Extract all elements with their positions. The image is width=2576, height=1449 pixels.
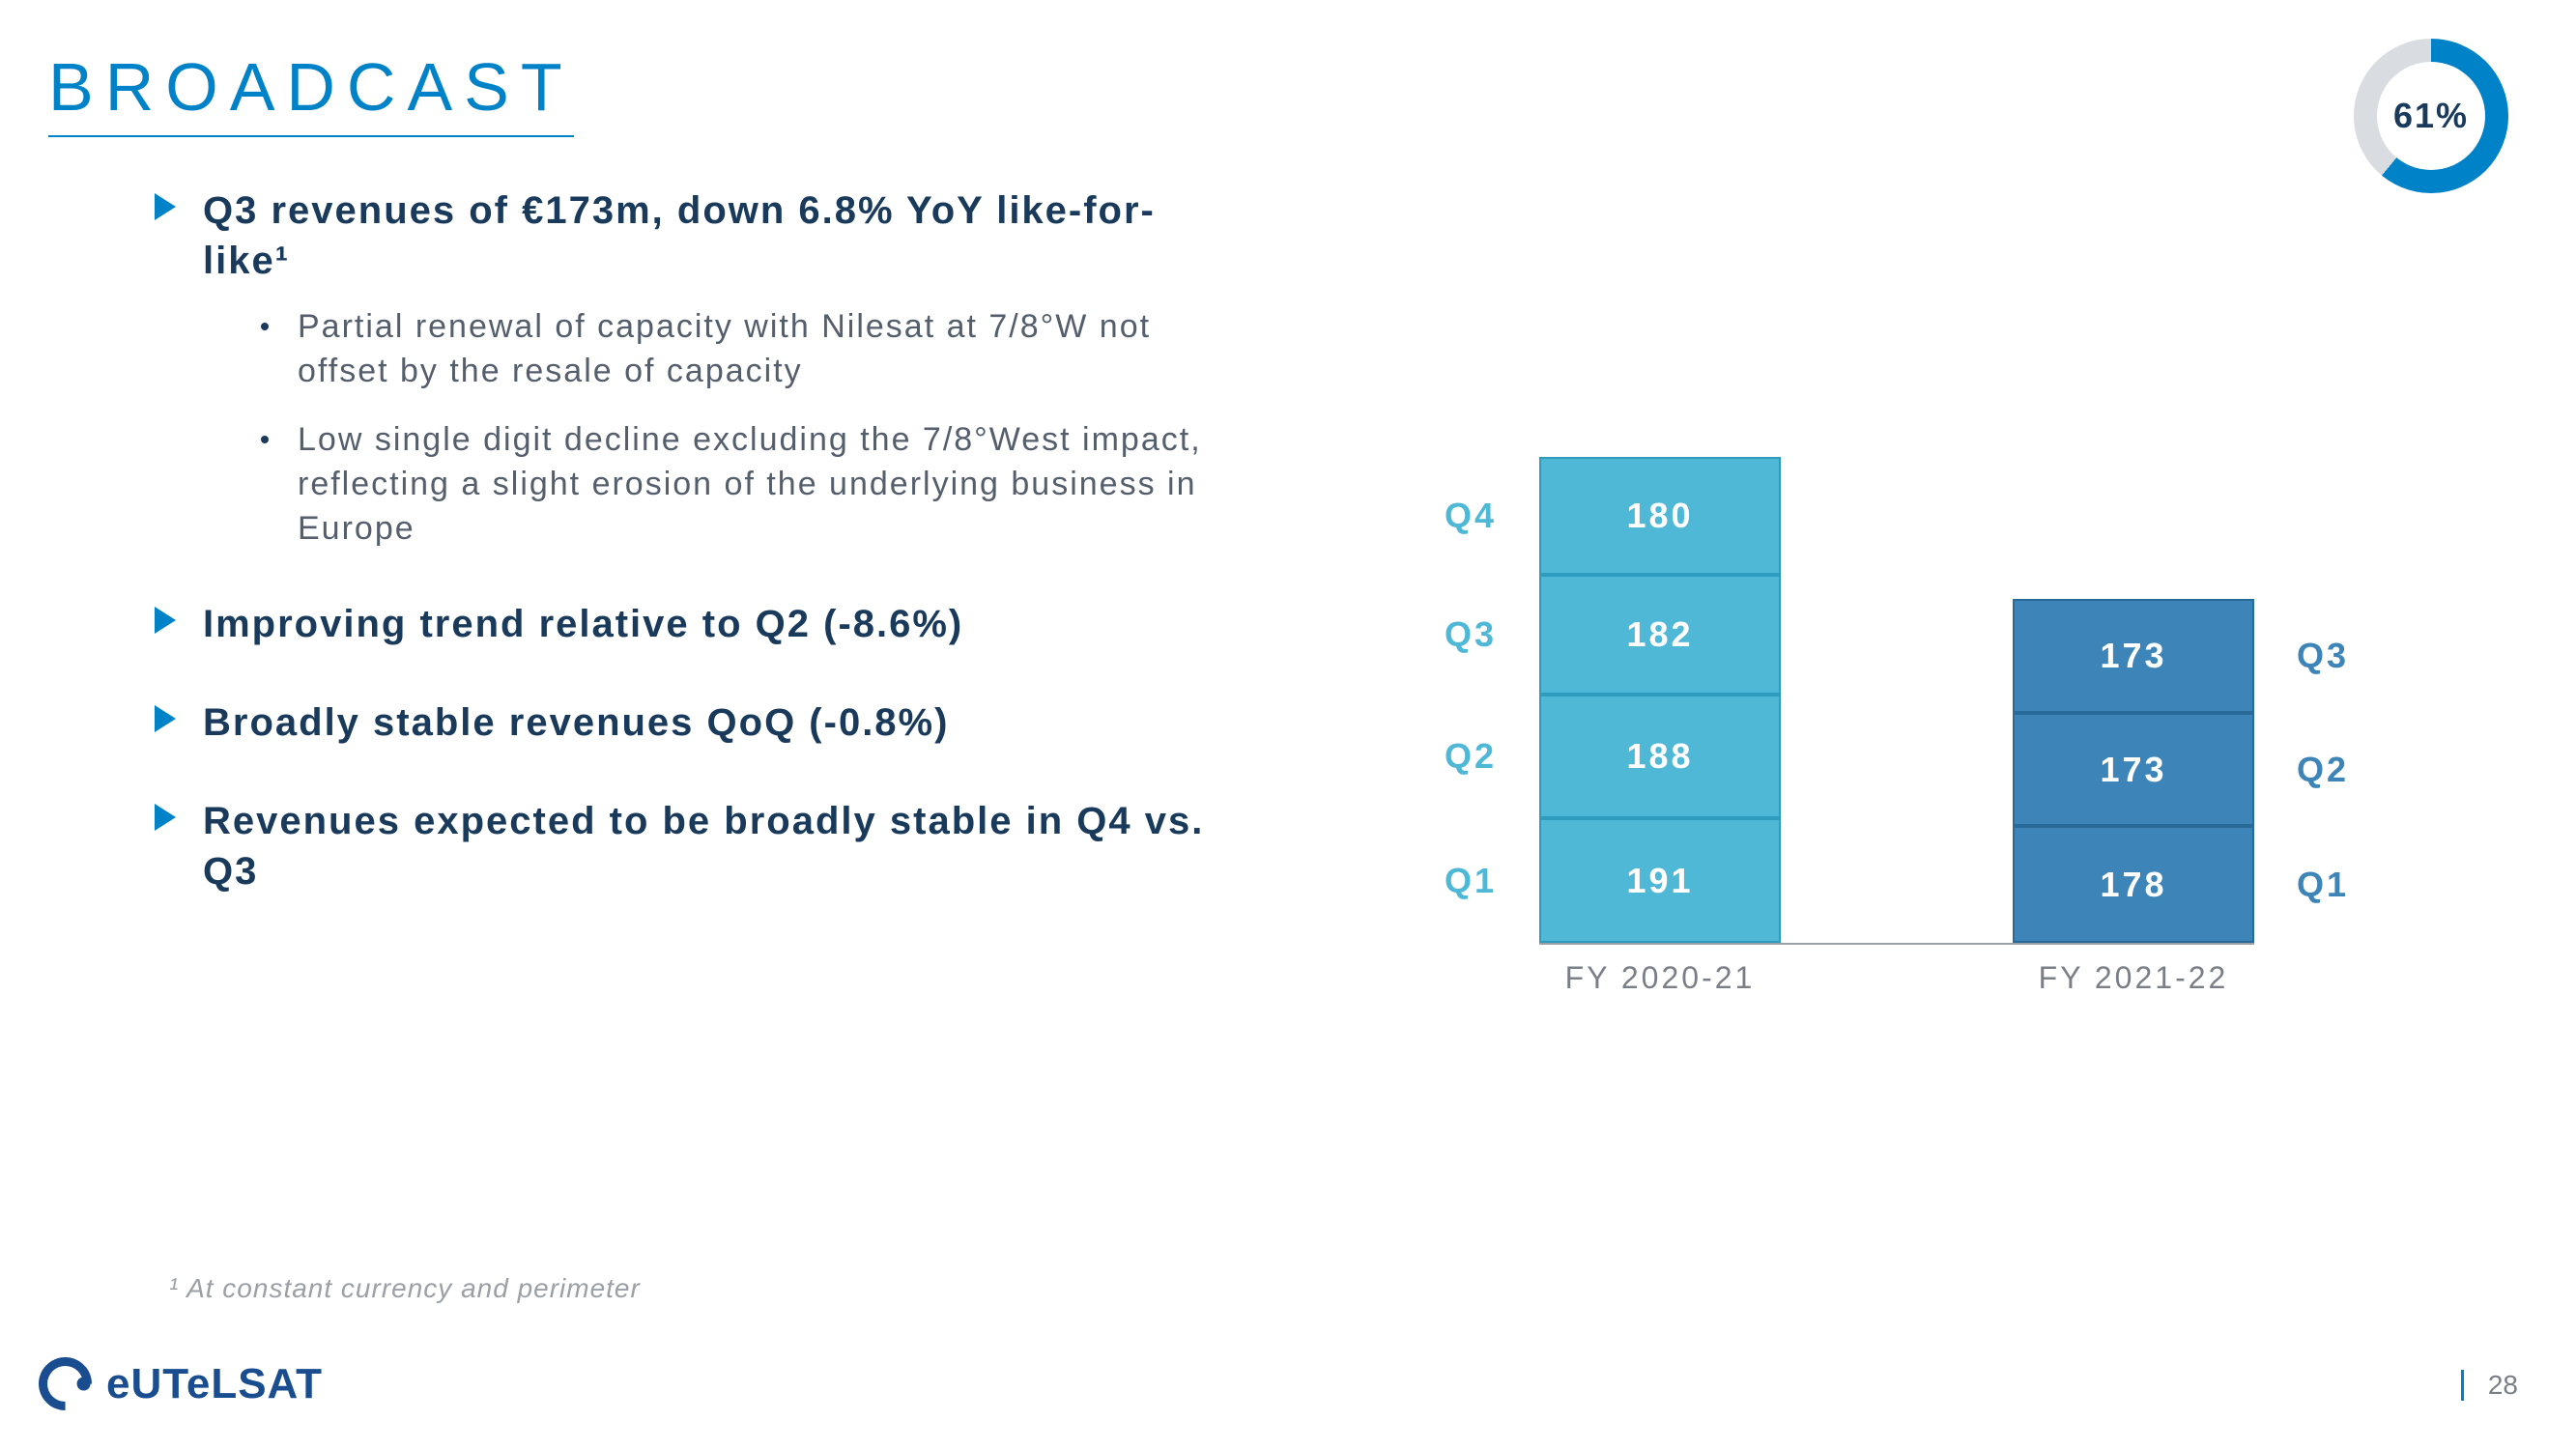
- bullet-list: Q3 revenues of €173m, down 6.8% YoY like…: [48, 185, 1237, 945]
- bar-group: 178Q1173Q2173Q3FY 2021-22: [2013, 599, 2254, 943]
- main-bullet: Revenues expected to be broadly stable i…: [155, 796, 1237, 896]
- dot-icon: [261, 323, 269, 330]
- sub-bullet-text: Partial renewal of capacity with Nilesat…: [298, 305, 1237, 394]
- axis-label: FY 2021-22: [2039, 960, 2229, 996]
- quarter-label: Q1: [1445, 861, 1497, 901]
- bar-group: 191Q1188Q2182Q3180Q4FY 2020-21: [1539, 457, 1781, 944]
- slide-title: BROADCAST: [48, 48, 574, 137]
- bar-segment: 180Q4: [1539, 457, 1781, 575]
- sub-bullet: Partial renewal of capacity with Nilesat…: [261, 305, 1237, 394]
- bar-segment: 173Q3: [2013, 599, 2254, 713]
- triangle-icon: [155, 705, 176, 732]
- logo-icon: [28, 1347, 103, 1422]
- main-bullet: Broadly stable revenues QoQ (-0.8%): [155, 697, 1237, 748]
- logo: eUTeLSAT: [39, 1357, 323, 1410]
- bullet-text: Broadly stable revenues QoQ (-0.8%): [203, 697, 949, 748]
- quarter-label: Q4: [1445, 496, 1497, 536]
- page-number: 28: [2461, 1370, 2518, 1401]
- sub-bullet-text: Low single digit decline excluding the 7…: [298, 418, 1237, 552]
- bar-segment: 173Q2: [2013, 713, 2254, 827]
- quarter-label: Q2: [2297, 750, 2349, 790]
- bar-segment: 191Q1: [1539, 818, 1781, 944]
- quarter-label: Q3: [1445, 614, 1497, 655]
- bullet-text: Q3 revenues of €173m, down 6.8% YoY like…: [203, 185, 1237, 286]
- bar-segment: 182Q3: [1539, 575, 1781, 695]
- logo-text: eUTeLSAT: [106, 1360, 323, 1408]
- revenue-chart: 191Q1188Q2182Q3180Q4FY 2020-21 178Q1173Q2…: [1539, 301, 2254, 945]
- donut-chart: 61%: [2354, 39, 2508, 193]
- main-bullet: Improving trend relative to Q2 (-8.6%): [155, 599, 1237, 649]
- triangle-icon: [155, 607, 176, 634]
- bullet-text: Improving trend relative to Q2 (-8.6%): [203, 599, 963, 649]
- donut-percent: 61%: [2377, 62, 2485, 170]
- quarter-label: Q1: [2297, 865, 2349, 905]
- sub-list: Partial renewal of capacity with Nilesat…: [261, 305, 1237, 551]
- dot-icon: [261, 436, 269, 443]
- sub-bullet: Low single digit decline excluding the 7…: [261, 418, 1237, 552]
- axis-label: FY 2020-21: [1565, 960, 1756, 996]
- main-bullet: Q3 revenues of €173m, down 6.8% YoY like…: [155, 185, 1237, 286]
- bar-segment: 178Q1: [2013, 826, 2254, 943]
- quarter-label: Q2: [1445, 736, 1497, 777]
- triangle-icon: [155, 804, 176, 831]
- bullet-text: Revenues expected to be broadly stable i…: [203, 796, 1237, 896]
- bar-segment: 188Q2: [1539, 695, 1781, 818]
- footnote: ¹ At constant currency and perimeter: [169, 1273, 641, 1304]
- triangle-icon: [155, 193, 176, 220]
- quarter-label: Q3: [2297, 636, 2349, 676]
